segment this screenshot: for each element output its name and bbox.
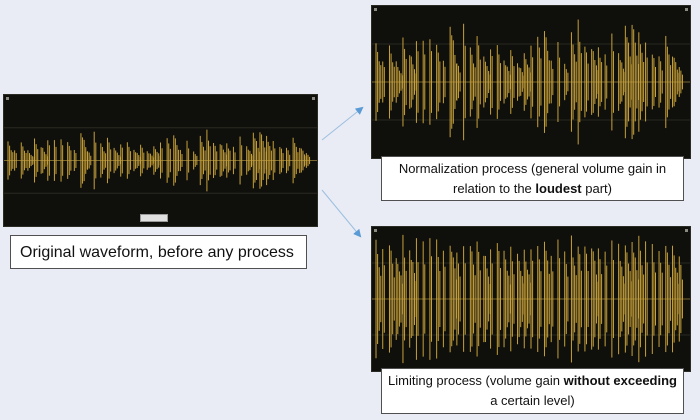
- corner-handle-icon: [374, 229, 377, 232]
- caption-normalization-text-1: Normalization process (general volume ga…: [398, 161, 667, 196]
- normalized-waveform-panel: [371, 5, 691, 159]
- caption-normalization: Normalization process (general volume ga…: [381, 156, 684, 201]
- caption-limiting-bold: without exceeding: [563, 373, 677, 388]
- normalized-waveform: [372, 19, 690, 145]
- caption-normalization-text-2: part): [581, 181, 612, 196]
- original-waveform-panel: [3, 94, 318, 227]
- caption-limiting-text-2: a certain level): [490, 393, 575, 408]
- playback-toolbar[interactable]: [140, 214, 168, 222]
- caption-limiting-text-1: Limiting process (volume gain: [388, 373, 564, 388]
- arrow-to-limiting-icon: [321, 189, 362, 238]
- caption-original: Original waveform, before any process: [10, 235, 307, 269]
- limited-waveform-panel: [371, 226, 691, 372]
- corner-handle-icon: [6, 97, 9, 100]
- caption-normalization-bold: loudest: [535, 181, 582, 196]
- corner-handle-icon: [685, 229, 688, 232]
- corner-handle-icon: [312, 97, 315, 100]
- limited-waveform: [372, 234, 690, 364]
- corner-handle-icon: [685, 8, 688, 11]
- caption-limiting: Limiting process (volume gain without ex…: [381, 368, 684, 414]
- caption-original-text: Original waveform, before any process: [20, 244, 294, 261]
- original-waveform: [4, 127, 317, 194]
- arrow-to-normalization-icon: [321, 106, 364, 141]
- corner-handle-icon: [374, 8, 377, 11]
